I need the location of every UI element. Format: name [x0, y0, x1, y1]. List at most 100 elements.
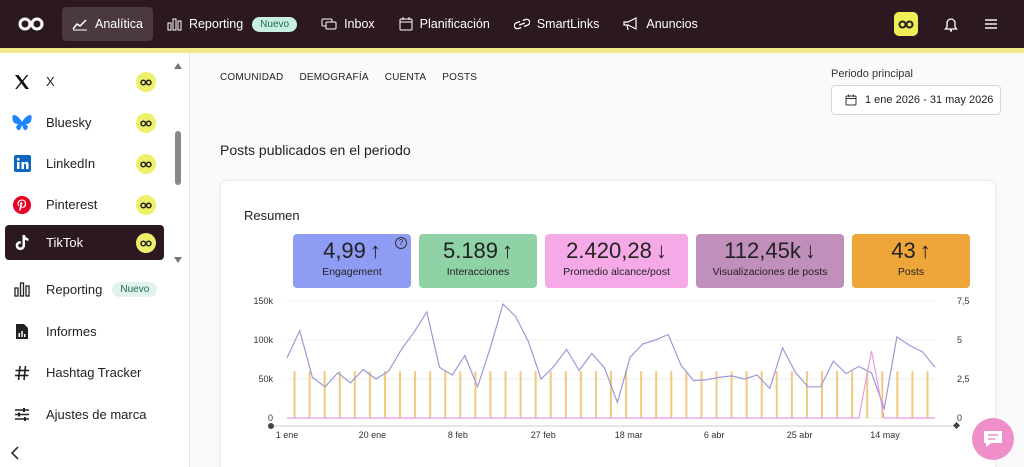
sidebar-item-label: Reporting: [46, 282, 103, 298]
y-left-tick-label: 50k: [258, 374, 273, 384]
metric-label: Interacciones: [446, 266, 510, 278]
metric-value: 5.189: [442, 238, 499, 263]
pinterest-icon: [12, 195, 32, 215]
metric-visualizaciones[interactable]: 112,45k ↓ Visualizaciones de posts: [696, 234, 844, 288]
tiktok-icon: [12, 233, 32, 253]
sidebar-item-label: Bluesky: [46, 115, 92, 130]
arrow-icon: ↓: [804, 238, 816, 263]
new-badge: Nuevo: [252, 16, 298, 32]
sidebar-item-reporting[interactable]: Reporting Nuevo: [0, 269, 190, 311]
sidebar-item-label: Informes: [46, 323, 97, 339]
scroll-down-arrow-icon[interactable]: [174, 257, 182, 263]
period-label: Periodo principal: [831, 68, 913, 80]
x-tick-label: 18 mar: [615, 430, 643, 440]
nav-inbox[interactable]: Inbox: [311, 7, 385, 41]
nav-smartlinks-label: SmartLinks: [536, 17, 600, 31]
nav-analitica-label: Analítica: [95, 17, 143, 31]
nav-planificacion[interactable]: Planificación: [389, 7, 500, 41]
main-content: COMUNIDAD DEMOGRAFÍA CUENTA POSTS Period…: [191, 53, 1024, 467]
x-tick-label: 25 abr: [787, 430, 813, 440]
arrow-icon: ↑: [369, 238, 381, 263]
nav-analitica[interactable]: Analítica: [62, 7, 153, 41]
social-network-list: X Bluesky LinkedIn Pinterest TikTok: [0, 61, 172, 260]
nav-reporting[interactable]: Reporting Nuevo: [157, 7, 307, 41]
metric-posts[interactable]: 43 ↑ Posts: [852, 234, 970, 288]
metric-label: Engagement: [322, 266, 382, 278]
nav-anuncios[interactable]: Anuncios: [613, 7, 707, 41]
top-accent-line: [0, 48, 1024, 53]
nav-inbox-label: Inbox: [344, 17, 375, 31]
connected-infinity-icon: [136, 72, 156, 92]
metric-interacciones[interactable]: 5.189 ↑ Interacciones: [419, 234, 537, 288]
arrow-icon: ↑: [502, 238, 514, 263]
chevron-left-icon: [10, 446, 19, 460]
sidebar-item-informes[interactable]: Informes: [0, 311, 190, 353]
analytics-subtabs: COMUNIDAD DEMOGRAFÍA CUENTA POSTS: [220, 72, 477, 83]
x-tick-label: 1 ene: [276, 430, 299, 440]
y-right-tick-label: 2,5: [957, 374, 970, 384]
summary-card: Resumen 4,99 ↑ Engagement ? 5.189 ↑ Intera…: [220, 180, 996, 467]
bars-icon: [167, 18, 182, 31]
metric-engagement[interactable]: 4,99 ↑ Engagement ?: [293, 234, 411, 288]
notifications-button[interactable]: [944, 17, 958, 32]
megaphone-icon: [623, 17, 637, 31]
metric-value: 2.420,28: [566, 238, 652, 263]
calendar-icon: [845, 94, 857, 106]
sidebar-menu: Reporting Nuevo Informes Hashtag Tracker…: [0, 269, 190, 435]
tab-cuenta[interactable]: CUENTA: [384, 72, 427, 83]
posts-chart: 150k 7,5 100k 5 50k 2,5 0 0 1 ene 20 ene 8 feb 27 f…: [221, 291, 997, 451]
chat-support-button[interactable]: [972, 418, 1014, 460]
metric-value: 43: [891, 238, 916, 263]
metric-label: Promedio alcance/post: [563, 266, 670, 278]
menu-button[interactable]: [984, 18, 998, 30]
calendar-icon: [399, 17, 413, 31]
y-left-tick-label: 0: [268, 413, 273, 423]
arrow-icon: ↓: [655, 238, 667, 263]
sidebar-item-x[interactable]: X: [0, 61, 172, 102]
y-right-tick-label: 5: [957, 335, 962, 345]
profile-brand-button[interactable]: [894, 12, 918, 36]
sidebar-item-label: LinkedIn: [46, 156, 96, 171]
x-axis-start-handle: [268, 423, 274, 429]
period-date-picker[interactable]: 1 ene 2026 - 31 may 2026: [831, 85, 1001, 115]
sidebar-item-ajustes-de-marca[interactable]: Ajustes de marca: [0, 394, 190, 436]
sidebar-item-linkedin[interactable]: LinkedIn: [0, 143, 172, 184]
y-right-tick-label: 0: [957, 413, 962, 423]
tab-demografia[interactable]: DEMOGRAFÍA: [299, 72, 369, 83]
linkedin-icon: [12, 154, 32, 174]
sidebar-item-pinterest[interactable]: Pinterest: [0, 184, 172, 225]
nav-anuncios-label: Anuncios: [646, 17, 698, 31]
metrics-row: 4,99 ↑ Engagement ? 5.189 ↑ Interacciones …: [293, 234, 978, 288]
period-value: 1 ene 2026 - 31 may 2026: [865, 94, 994, 106]
scroll-thumb[interactable]: [175, 131, 181, 185]
hashtag-icon: [12, 363, 32, 383]
sidebar-item-tiktok[interactable]: TikTok: [5, 225, 164, 260]
x-tick-label: 20 ene: [359, 430, 387, 440]
scroll-up-arrow-icon[interactable]: [174, 63, 182, 69]
help-icon[interactable]: ?: [395, 237, 407, 249]
sidebar-scrollbar[interactable]: [172, 61, 184, 267]
nav-reporting-label: Reporting: [188, 17, 244, 31]
sidebar-item-label: X: [46, 74, 55, 89]
metric-value: 4,99: [323, 238, 366, 263]
sidebar-item-bluesky[interactable]: Bluesky: [0, 102, 172, 143]
nav-planificacion-label: Planificación: [419, 17, 490, 31]
hamburger-icon: [985, 19, 997, 29]
metric-label: Posts: [897, 266, 925, 278]
app-logo[interactable]: [0, 0, 62, 48]
metric-value: 112,45k: [724, 238, 801, 263]
sidebar-item-hashtag-tracker[interactable]: Hashtag Tracker: [0, 352, 190, 394]
tab-comunidad[interactable]: COMUNIDAD: [220, 72, 284, 83]
series-line: [287, 350, 935, 419]
series-line: [286, 302, 936, 411]
tab-posts[interactable]: POSTS: [442, 72, 478, 83]
sliders-icon: [12, 404, 32, 424]
link-icon: [513, 18, 530, 30]
sidebar-item-label: Pinterest: [46, 197, 98, 212]
collapse-sidebar-button[interactable]: [10, 446, 24, 462]
y-left-tick-label: 150k: [253, 296, 273, 306]
new-badge: Nuevo: [112, 282, 158, 298]
metric-label: Visualizaciones de posts: [712, 266, 828, 278]
metric-promedio-alcance[interactable]: 2.420,28 ↓ Promedio alcance/post: [545, 234, 688, 288]
nav-smartlinks[interactable]: SmartLinks: [504, 7, 610, 41]
